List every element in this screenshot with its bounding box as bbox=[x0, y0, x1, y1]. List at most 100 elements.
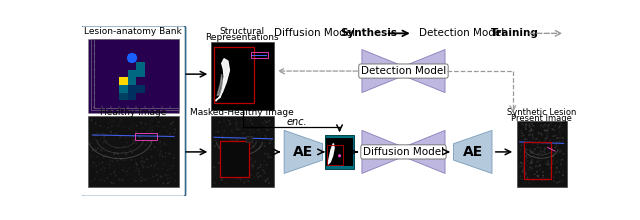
Circle shape bbox=[556, 138, 558, 139]
Circle shape bbox=[524, 126, 527, 128]
Circle shape bbox=[108, 151, 109, 153]
Circle shape bbox=[129, 149, 131, 151]
Circle shape bbox=[255, 141, 257, 143]
Circle shape bbox=[521, 165, 523, 167]
Circle shape bbox=[224, 169, 226, 171]
Circle shape bbox=[167, 169, 169, 170]
Circle shape bbox=[539, 147, 541, 148]
Bar bbox=[136, 62, 145, 70]
Circle shape bbox=[95, 148, 97, 149]
Circle shape bbox=[559, 141, 561, 143]
Circle shape bbox=[245, 150, 247, 152]
Circle shape bbox=[172, 125, 173, 126]
Circle shape bbox=[137, 161, 139, 163]
Circle shape bbox=[525, 174, 527, 176]
Circle shape bbox=[562, 170, 564, 172]
Circle shape bbox=[537, 175, 539, 177]
Circle shape bbox=[133, 166, 135, 168]
Circle shape bbox=[531, 162, 533, 164]
Circle shape bbox=[99, 125, 101, 127]
Circle shape bbox=[260, 165, 262, 167]
Circle shape bbox=[90, 181, 92, 183]
Circle shape bbox=[125, 137, 127, 139]
Circle shape bbox=[265, 121, 267, 123]
Circle shape bbox=[540, 147, 541, 149]
Circle shape bbox=[546, 141, 548, 143]
Text: AE: AE bbox=[463, 145, 483, 159]
Circle shape bbox=[554, 143, 556, 145]
Circle shape bbox=[553, 180, 555, 182]
Circle shape bbox=[166, 149, 168, 150]
Circle shape bbox=[104, 150, 106, 152]
Circle shape bbox=[92, 126, 93, 128]
Circle shape bbox=[540, 133, 542, 136]
Circle shape bbox=[231, 167, 233, 169]
Circle shape bbox=[141, 161, 143, 163]
Circle shape bbox=[124, 160, 125, 161]
Circle shape bbox=[268, 156, 269, 158]
Circle shape bbox=[559, 159, 561, 161]
Circle shape bbox=[214, 131, 216, 133]
Circle shape bbox=[92, 165, 94, 167]
Circle shape bbox=[559, 181, 561, 183]
Circle shape bbox=[223, 130, 225, 132]
Circle shape bbox=[524, 162, 526, 164]
Circle shape bbox=[524, 148, 525, 150]
Circle shape bbox=[228, 176, 230, 178]
Circle shape bbox=[524, 171, 525, 173]
Circle shape bbox=[533, 177, 536, 179]
Text: Synthetic Lesion: Synthetic Lesion bbox=[507, 108, 576, 117]
Circle shape bbox=[551, 161, 553, 163]
Circle shape bbox=[134, 128, 136, 130]
Circle shape bbox=[248, 168, 250, 170]
Circle shape bbox=[528, 182, 530, 184]
Circle shape bbox=[545, 129, 547, 131]
Circle shape bbox=[114, 170, 116, 172]
Circle shape bbox=[526, 177, 528, 179]
Circle shape bbox=[170, 177, 172, 178]
Circle shape bbox=[246, 130, 248, 132]
Circle shape bbox=[116, 160, 118, 162]
Bar bbox=[119, 85, 128, 93]
Circle shape bbox=[243, 182, 246, 183]
Circle shape bbox=[257, 149, 259, 151]
Circle shape bbox=[548, 127, 550, 129]
Circle shape bbox=[232, 162, 234, 164]
Circle shape bbox=[122, 178, 124, 180]
Circle shape bbox=[561, 140, 564, 142]
Circle shape bbox=[560, 160, 563, 162]
Bar bbox=[211, 42, 274, 110]
Circle shape bbox=[243, 172, 244, 174]
Circle shape bbox=[521, 132, 523, 134]
Circle shape bbox=[250, 119, 252, 121]
Circle shape bbox=[531, 128, 532, 130]
Circle shape bbox=[524, 147, 526, 149]
Circle shape bbox=[519, 147, 521, 149]
Circle shape bbox=[91, 139, 93, 141]
Circle shape bbox=[95, 134, 97, 136]
Circle shape bbox=[560, 163, 562, 165]
Circle shape bbox=[536, 146, 539, 148]
Circle shape bbox=[524, 138, 526, 140]
Circle shape bbox=[521, 178, 523, 180]
Bar bbox=[136, 70, 145, 77]
Circle shape bbox=[540, 160, 542, 161]
Circle shape bbox=[141, 160, 143, 162]
Circle shape bbox=[173, 157, 175, 159]
Circle shape bbox=[168, 129, 170, 131]
Circle shape bbox=[163, 183, 164, 184]
Circle shape bbox=[111, 158, 113, 160]
Circle shape bbox=[214, 145, 216, 147]
Circle shape bbox=[534, 173, 536, 175]
Circle shape bbox=[541, 126, 544, 128]
Circle shape bbox=[237, 137, 240, 139]
Circle shape bbox=[560, 167, 562, 169]
Circle shape bbox=[547, 128, 548, 130]
Circle shape bbox=[236, 125, 238, 127]
Circle shape bbox=[173, 173, 175, 175]
Bar bbox=[94, 39, 179, 108]
Circle shape bbox=[543, 147, 545, 149]
Circle shape bbox=[226, 173, 228, 175]
Circle shape bbox=[213, 167, 215, 169]
Circle shape bbox=[149, 177, 151, 179]
